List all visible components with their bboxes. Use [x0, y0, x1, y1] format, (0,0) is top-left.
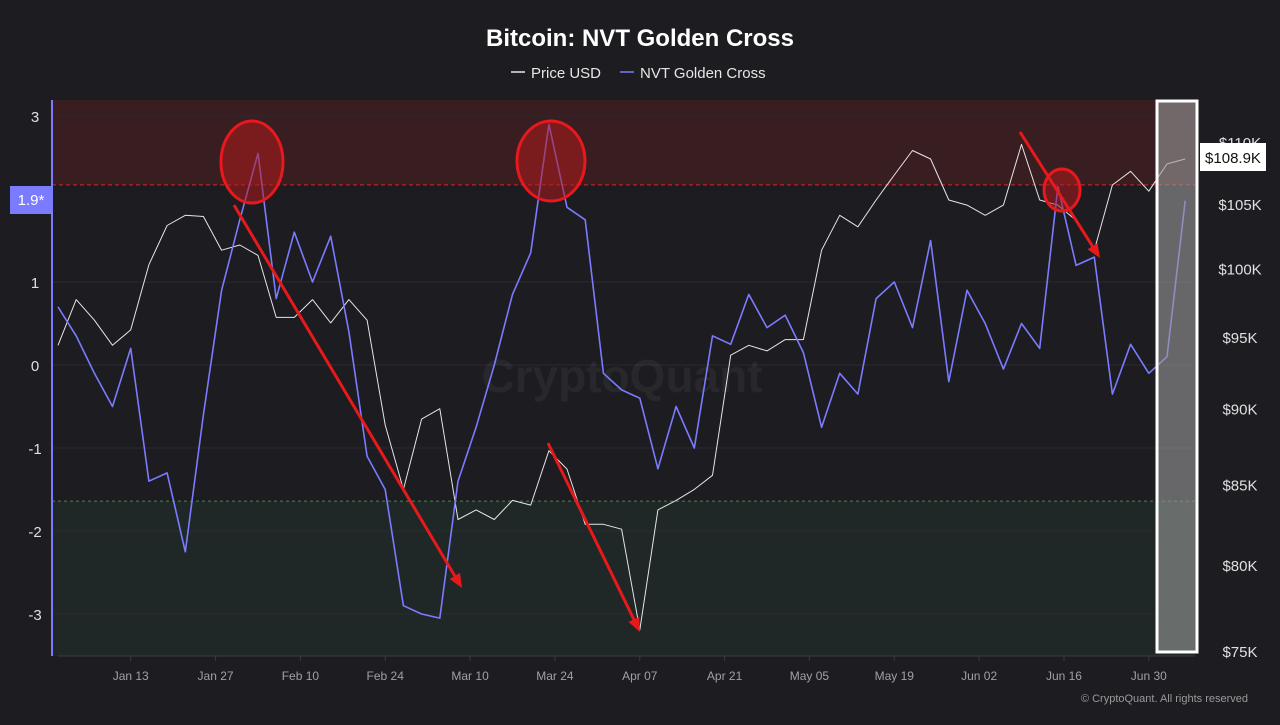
- x-tick-label: Feb 24: [367, 669, 405, 683]
- right-tick-label: $90K: [1222, 402, 1257, 419]
- left-tick-label: -1: [28, 441, 41, 458]
- watermark: CryptoQuant: [481, 350, 762, 402]
- peak-circle-annotation: [515, 119, 587, 203]
- arrow-head-icon: [449, 572, 462, 588]
- annotations: [219, 119, 1100, 632]
- trend-arrow-line: [1018, 131, 1094, 247]
- left-tick-label: 1: [31, 275, 39, 292]
- trend-arrow-line: [232, 204, 457, 577]
- chart-title: Bitcoin: NVT Golden Cross: [486, 25, 794, 52]
- right-tick-label: $85K: [1222, 478, 1257, 495]
- left-tick-label: 3: [31, 109, 39, 126]
- peak-circle-annotation: [1042, 167, 1082, 213]
- current-price-box: [1200, 143, 1266, 171]
- legend: Price USD NVT Golden Cross: [511, 65, 766, 82]
- x-tick-label: Feb 10: [282, 669, 320, 683]
- right-tick-label: $80K: [1222, 558, 1257, 575]
- arrow-head-icon: [628, 616, 640, 632]
- x-tick-label: Apr 07: [622, 669, 658, 683]
- highlight-rect: [1155, 99, 1199, 654]
- current-nvt-label: 1.9*: [18, 192, 45, 209]
- x-tick-label: Apr 21: [707, 669, 743, 683]
- x-axis: Jan 13 Jan 27 Feb 10 Feb 24 Mar 10 Mar 24 Apr …: [58, 655, 1195, 683]
- x-tick-label: Mar 10: [451, 669, 489, 683]
- x-tick-label: Jun 30: [1131, 669, 1167, 683]
- right-tick-label: $100K: [1218, 262, 1261, 279]
- left-tick-label: -3: [28, 607, 41, 624]
- x-tick-label: Jan 13: [113, 669, 149, 683]
- x-tick-label: Jun 16: [1046, 669, 1082, 683]
- legend-item-price[interactable]: Price USD: [531, 65, 601, 82]
- right-tick-label: $75K: [1222, 644, 1257, 661]
- x-tick-label: Jan 27: [198, 669, 234, 683]
- arrow-head-icon: [1087, 242, 1100, 258]
- right-tick-label: $105K: [1218, 197, 1261, 214]
- left-tick-label: -2: [28, 524, 41, 541]
- current-nvt-marker: 1.9*: [10, 186, 52, 214]
- recent-highlight-box: [1155, 99, 1199, 654]
- current-nvt-box: [10, 186, 52, 214]
- current-price-marker: $108.9K: [1200, 143, 1266, 171]
- left-tick-label: 0: [31, 358, 39, 375]
- oversold-zone: [52, 501, 1195, 656]
- zones: [52, 100, 1195, 656]
- x-tick-label: May 19: [875, 669, 915, 683]
- right-tick-label: $95K: [1222, 330, 1257, 347]
- x-tick-label: May 05: [790, 669, 830, 683]
- price-usd-line: [57, 143, 1186, 631]
- legend-item-nvt[interactable]: NVT Golden Cross: [640, 65, 766, 82]
- x-tick-label: Mar 24: [536, 669, 574, 683]
- current-price-label: $108.9K: [1205, 150, 1261, 167]
- peak-circle-annotation: [219, 119, 285, 205]
- copyright: © CryptoQuant. All rights reserved: [1081, 693, 1248, 705]
- trend-arrow-line: [546, 442, 636, 621]
- x-tick-label: Jun 02: [961, 669, 997, 683]
